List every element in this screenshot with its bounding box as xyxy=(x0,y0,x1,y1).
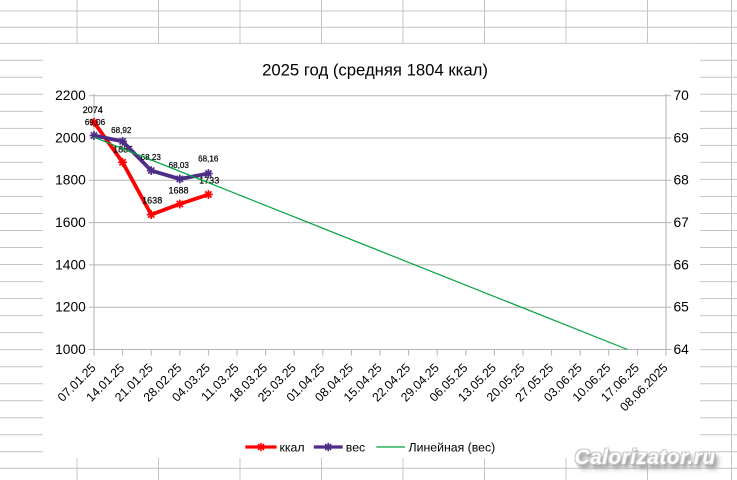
svg-text:ккал: ккал xyxy=(280,441,305,455)
svg-text:66: 66 xyxy=(674,257,690,272)
svg-text:64: 64 xyxy=(674,342,690,357)
svg-text:Линейная (вес): Линейная (вес) xyxy=(409,441,496,455)
svg-text:68: 68 xyxy=(674,173,690,188)
svg-text:2000: 2000 xyxy=(55,130,86,145)
svg-text:1000: 1000 xyxy=(55,342,86,357)
svg-text:1688: 1688 xyxy=(168,186,188,196)
svg-text:2025 год (средняя 1804 ккал): 2025 год (средняя 1804 ккал) xyxy=(262,61,488,80)
svg-text:2200: 2200 xyxy=(55,88,86,103)
svg-text:1733: 1733 xyxy=(199,176,219,186)
svg-text:67: 67 xyxy=(674,215,689,230)
svg-text:2074: 2074 xyxy=(83,105,103,115)
svg-text:69: 69 xyxy=(674,130,690,145)
svg-text:68,03: 68,03 xyxy=(169,161,190,170)
svg-text:1200: 1200 xyxy=(55,300,86,315)
svg-text:1638: 1638 xyxy=(142,195,162,205)
svg-text:65: 65 xyxy=(674,300,690,315)
svg-text:1600: 1600 xyxy=(55,215,86,230)
svg-text:68,23: 68,23 xyxy=(141,153,162,162)
svg-text:70: 70 xyxy=(674,88,690,103)
svg-text:1400: 1400 xyxy=(55,257,86,272)
svg-text:1800: 1800 xyxy=(55,173,86,188)
svg-text:68,92: 68,92 xyxy=(111,126,132,135)
svg-text:68,16: 68,16 xyxy=(198,155,219,164)
svg-text:69,06: 69,06 xyxy=(85,118,106,127)
svg-text:вес: вес xyxy=(346,441,365,455)
